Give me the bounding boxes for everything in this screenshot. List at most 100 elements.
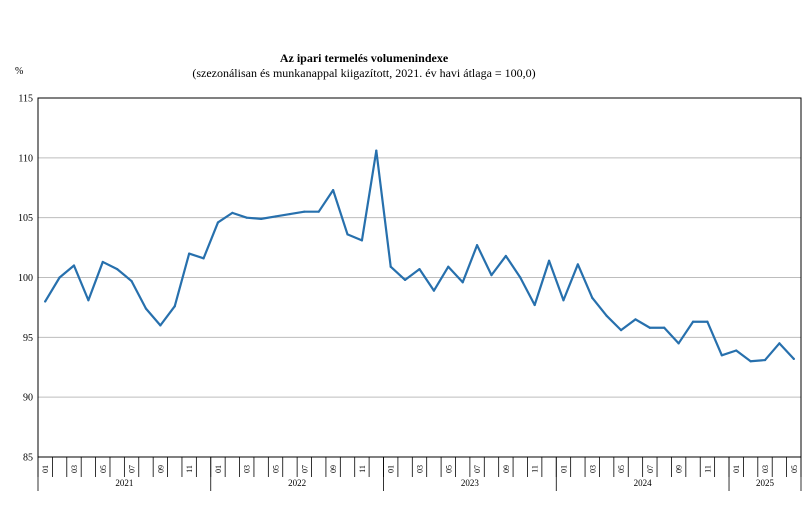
x-tick-label: 05 [444,465,453,473]
x-year-label: 2022 [288,478,306,488]
x-year-label: 2023 [461,478,480,488]
gridlines [38,157,801,398]
data-point [389,265,392,268]
y-axis-unit-label: % [15,66,23,77]
x-year-label: 2021 [115,478,133,488]
x-tick-label: 07 [300,465,309,473]
data-point [547,259,551,262]
data-point [591,296,594,299]
data-point [375,149,378,152]
x-year-label: 2025 [756,478,775,488]
data-point [619,329,623,332]
data-point [691,320,695,323]
data-point [44,300,47,303]
data-point [648,326,651,329]
x-tick-label: 09 [156,465,165,473]
x-tick-label: 07 [473,465,482,473]
x-tick-label: 09 [675,465,684,473]
x-tick-label: 03 [416,465,425,473]
series-industrial-production-index [44,149,795,363]
x-tick-label: 03 [243,465,252,473]
data-point [303,210,306,213]
data-point [447,265,450,268]
data-point [332,189,335,192]
x-tick-label: 11 [531,465,540,473]
x-tick-label: 01 [214,465,223,473]
data-point [461,281,464,284]
data-point [562,299,565,302]
data-point [188,252,191,255]
y-tick-label: 90 [23,393,33,404]
x-tick-label: 07 [128,465,137,473]
data-point [475,244,479,247]
data-point [130,279,133,283]
data-point [792,357,795,360]
data-point [173,305,176,308]
x-tick-label: 05 [99,465,108,473]
data-point [576,263,579,266]
x-tick-label: 07 [646,465,655,473]
data-point [778,342,781,345]
data-point [634,318,637,321]
chart-subtitle: (szezonálisan és munkanappal kiigazított… [192,66,535,80]
data-point [202,257,205,260]
data-point [346,233,349,236]
data-point [144,307,148,310]
series-line [44,149,795,363]
data-point [706,320,709,323]
y-tick-label: 115 [18,94,33,105]
x-tick-label: 01 [732,465,741,473]
x-tick-label: 09 [502,465,511,473]
x-tick-label: 05 [617,465,626,473]
x-tick-label: 03 [588,465,597,473]
data-point [763,358,767,362]
data-point [519,276,522,279]
data-point [288,212,292,216]
x-tick-label: 01 [387,465,396,473]
data-point [101,260,104,264]
data-point [159,324,162,327]
data-point [720,354,723,357]
data-point [663,326,666,329]
y-axis-ticks: 85 90 95 100 105 110 115 [18,94,33,464]
data-point [418,268,421,271]
x-tick-label: 11 [358,465,367,473]
data-point [72,264,76,267]
x-tick-label: 01 [41,465,50,473]
y-tick-label: 100 [18,273,33,284]
x-tick-label: 05 [790,465,799,473]
x-tick-label: 03 [70,465,79,473]
x-year-label: 2024 [634,478,653,488]
data-point [87,299,90,302]
x-tick-label: 01 [559,465,568,473]
plot-area-border [37,97,802,458]
x-tick-label: 11 [703,465,712,473]
data-point [605,314,608,317]
data-point [317,210,320,213]
y-tick-label: 85 [23,453,33,464]
data-point [533,303,536,307]
x-tick-label: 09 [329,465,338,473]
data-point [274,215,277,218]
data-point [260,217,263,220]
data-point [116,268,119,271]
x-tick-label: 11 [185,465,194,473]
x-axis: 01 03 05 07 09 11 01 03 05 07 09 11 01 03 05 07 09 11 01 03… [37,457,802,491]
data-point [735,349,738,352]
x-tick-label: 05 [272,465,281,473]
data-point [490,274,493,277]
data-point [245,216,248,219]
data-point [432,289,435,292]
y-tick-label: 95 [23,333,33,344]
x-tick-label: 03 [761,465,770,473]
y-tick-label: 110 [18,153,33,164]
y-tick-label: 105 [18,213,33,224]
data-point [231,211,234,214]
data-point [404,278,407,281]
data-point [504,254,507,258]
data-point [360,239,364,242]
data-point [749,360,752,363]
data-point [216,221,220,224]
data-point [58,276,61,279]
